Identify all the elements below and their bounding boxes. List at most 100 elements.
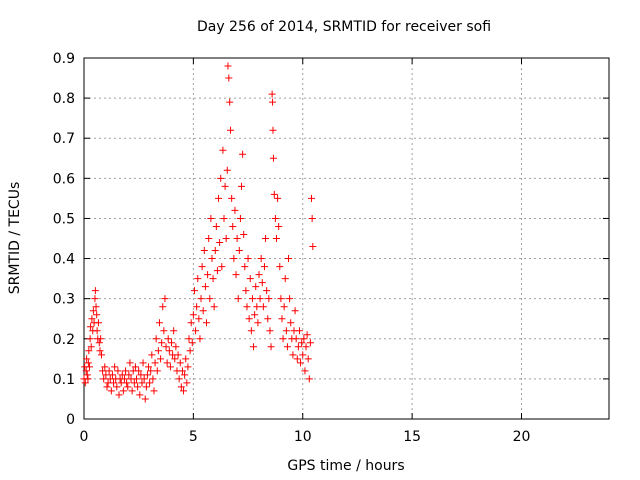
data-point [301,367,309,375]
data-point [149,375,157,383]
x-tick-label: 10 [294,429,312,445]
data-point [91,287,99,295]
data-point [221,182,229,190]
data-point [227,126,235,134]
data-point [88,315,96,323]
data-point [303,331,311,339]
data-point [108,371,116,379]
data-point [135,367,143,375]
y-tick-label: 0.2 [53,332,75,348]
data-point [257,255,265,263]
data-point [263,287,271,295]
data-point [242,287,250,295]
data-point [308,214,316,222]
y-tick-label: 0.3 [53,292,75,308]
x-tick-label: 0 [80,429,89,445]
data-point [231,206,239,214]
data-point [280,303,288,311]
data-point [218,263,226,271]
data-point [297,359,305,367]
data-point [123,379,131,387]
data-point [186,347,194,355]
data-point [260,263,268,271]
data-point [241,263,249,271]
data-point [140,375,148,383]
data-point [268,90,276,98]
data-point [113,383,121,391]
data-point [154,347,162,355]
data-point [255,271,263,279]
data-point [89,307,97,315]
data-point [300,335,308,343]
data-point [99,367,107,375]
data-point [250,343,258,351]
x-tick-label: 15 [403,429,421,445]
data-point [177,383,185,391]
plot-area-frame [83,57,610,420]
data-point [82,367,90,375]
data-point [309,243,317,251]
data-point [163,359,171,367]
data-point [203,319,210,327]
data-point [226,98,234,106]
data-point [233,235,241,242]
y-tick-label: 0.8 [53,91,75,107]
data-point [273,235,280,242]
data-point [174,351,182,359]
data-point [152,335,160,343]
data-point [269,98,277,106]
data-point [133,375,140,383]
data-point [107,387,115,395]
data-point [298,339,306,347]
data-point [256,295,264,303]
data-point [139,359,147,367]
data-point [148,351,156,359]
data-point [150,387,158,395]
y-tick-label: 0.7 [53,131,75,147]
data-point [196,335,204,343]
data-point [294,343,302,351]
data-point [126,359,134,367]
data-point [243,303,251,311]
data-point [190,287,198,295]
data-point [97,335,105,343]
data-point [254,319,262,327]
data-point [222,235,230,242]
data-point [248,295,256,303]
data-point [282,327,290,335]
data-point [142,383,150,391]
data-point [192,327,200,335]
data-point [115,391,123,399]
data-point [124,383,132,391]
data-point [267,343,275,351]
data-point [208,255,216,263]
data-point [217,174,225,182]
data-point [207,214,215,222]
data-point [136,391,144,399]
data-point [110,379,118,387]
data-point [271,214,279,222]
data-point [94,319,102,327]
data-point [159,303,167,311]
data-point [87,343,95,351]
data-point [204,271,212,279]
data-point [193,303,201,311]
data-point [131,363,139,371]
data-point [138,379,146,387]
data-point [224,62,232,70]
data-point [269,126,277,134]
grid [84,58,609,419]
data-point [281,275,289,283]
data-point [141,395,149,403]
data-series-srmtid [80,62,317,403]
data-point [253,303,261,311]
data-point [223,166,231,174]
data-point [239,150,247,158]
data-point [238,182,245,190]
data-point [275,222,283,230]
data-point [189,311,197,319]
data-point [96,347,104,355]
data-point [91,295,99,303]
data-point [130,379,138,387]
data-point [160,327,168,335]
